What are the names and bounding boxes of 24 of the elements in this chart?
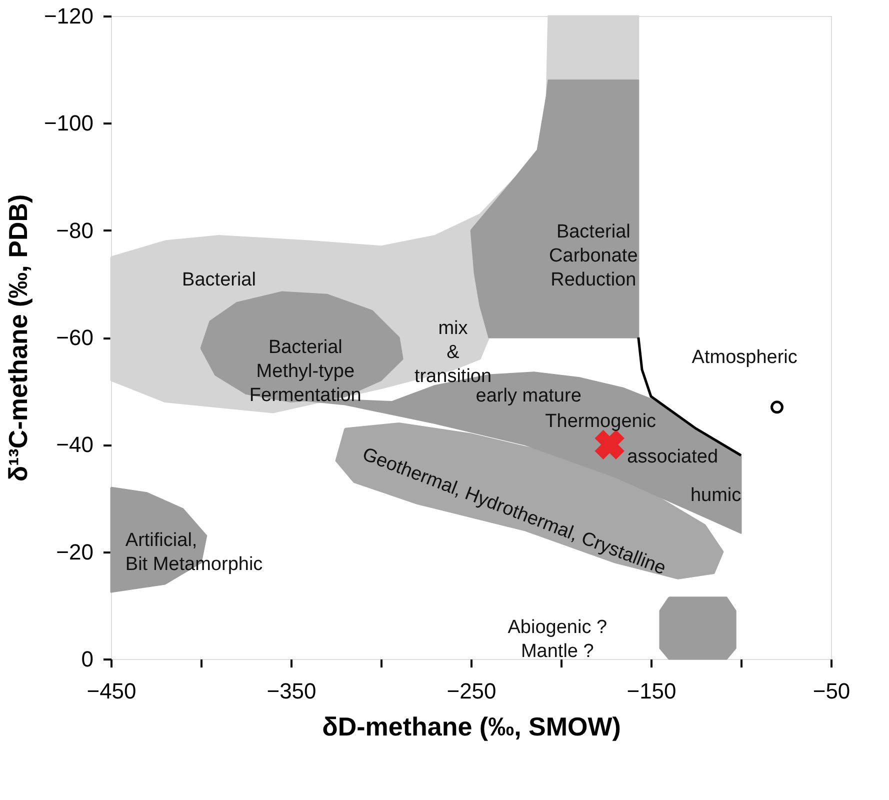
y-tick-label: −20	[56, 539, 94, 564]
x-tick-label: −250	[446, 678, 496, 704]
x-tick-label: −150	[626, 678, 676, 704]
annotation: Abiogenic ? Mantle ?	[508, 616, 608, 662]
annotation: Bacterial Methyl-type Fermentation	[249, 337, 362, 406]
y-tick-label: −40	[56, 432, 94, 458]
y-tick-label: −100	[44, 110, 94, 136]
y-axis-title: δ¹³C-methane (‰, PDB)	[2, 194, 33, 482]
y-tick-label: −60	[56, 325, 94, 350]
annotation: associated	[627, 446, 718, 468]
annotation: Bacterial	[182, 270, 256, 291]
x-tick-label: −350	[266, 678, 316, 704]
annotation: Artificial, Bit Metamorphic	[125, 530, 263, 576]
x-tick-label: −450	[86, 678, 136, 704]
annotation: Atmospheric	[692, 346, 798, 368]
annotation: humic	[690, 485, 742, 506]
y-tick-label: −120	[44, 4, 94, 28]
x-tick-label: −50	[812, 678, 850, 704]
x-axis-title: δD-methane (‰, SMOW)	[322, 712, 621, 742]
annotation: Thermogenic	[545, 411, 656, 432]
annotation: Bacterial Carbonate Reduction	[549, 221, 638, 290]
y-tick-label: 0	[81, 646, 94, 672]
annotation: early mature	[476, 385, 582, 406]
y-tick-label: −80	[56, 218, 94, 243]
